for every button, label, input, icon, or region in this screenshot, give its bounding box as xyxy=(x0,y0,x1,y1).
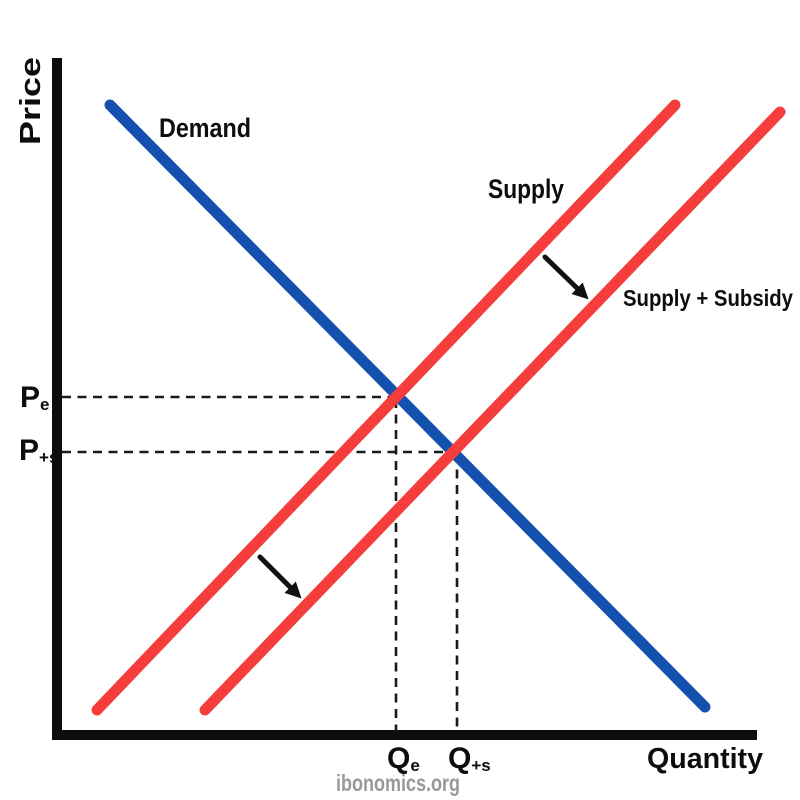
watermark: ibonomics.org xyxy=(336,770,460,796)
price-axis-label: Price xyxy=(15,57,47,145)
qs-label-main: Q xyxy=(448,742,471,775)
supply-subsidy-curve xyxy=(199,106,786,716)
pe-label-sub: e xyxy=(40,395,49,414)
qs-label: Q+s xyxy=(448,742,491,775)
qe-label: Qe xyxy=(387,742,420,775)
pe-label-main: P xyxy=(20,381,40,414)
quantity-axis-label: Quantity xyxy=(647,743,763,775)
qs-label-sub: +s xyxy=(471,756,490,775)
shift-arrow-upper-icon xyxy=(542,254,589,300)
supply-curve xyxy=(91,99,681,716)
ps-label: P+s xyxy=(19,434,58,467)
qe-label-sub: e xyxy=(410,756,419,775)
ps-label-sub: +s xyxy=(39,448,58,467)
supply-subsidy-label: Supply + Subsidy xyxy=(623,285,793,311)
qe-label-main: Q xyxy=(387,742,410,775)
shift-arrow-lower-icon xyxy=(257,554,302,599)
demand-label: Demand xyxy=(159,113,251,143)
demand-curve xyxy=(104,99,711,713)
ps-label-main: P xyxy=(19,434,39,467)
pe-label: Pe xyxy=(20,381,49,414)
supply-label: Supply xyxy=(488,174,564,204)
